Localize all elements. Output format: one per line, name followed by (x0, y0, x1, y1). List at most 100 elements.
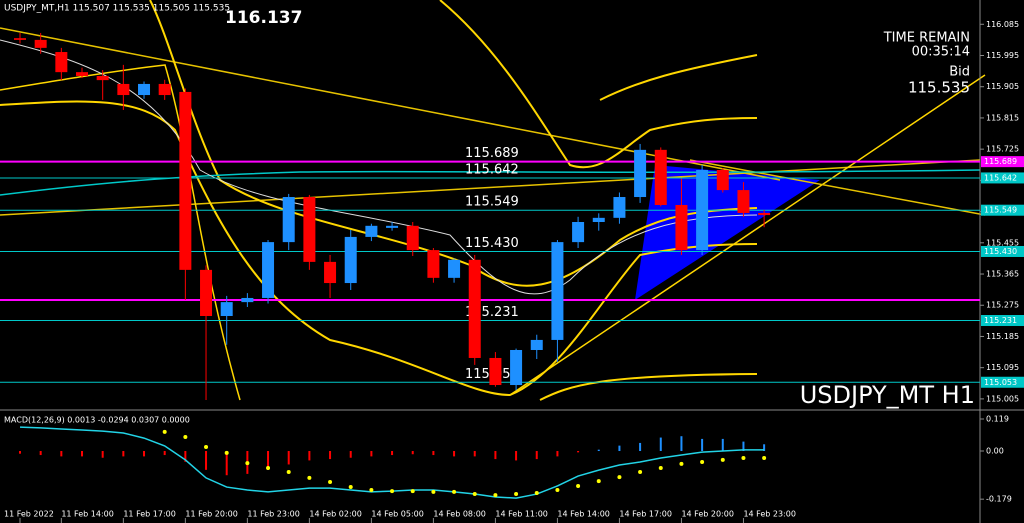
macd-bar (639, 442, 642, 452)
macd-bar (329, 451, 332, 460)
candle-body (179, 91, 192, 270)
candle-body (427, 250, 440, 278)
y-tick-label: 115.905 (986, 82, 1019, 91)
macd-tick-label: 0.00 (986, 447, 1004, 456)
candle-body (613, 197, 626, 218)
candle-body (510, 349, 523, 386)
x-tick-label: 14 Feb 23:00 (743, 510, 795, 519)
signal-dot (679, 461, 684, 466)
signal-dot (369, 488, 374, 493)
level-box (981, 156, 1024, 168)
macd-bar (225, 451, 228, 476)
candle-body (654, 149, 667, 205)
x-tick-label: 14 Feb 08:00 (433, 510, 485, 519)
macd-tick-label: 0.119 (986, 414, 1009, 423)
candle-body (551, 242, 564, 340)
candle-body (138, 83, 151, 96)
candle-body (592, 217, 605, 222)
candle-body (158, 83, 171, 96)
candle-body (303, 197, 316, 262)
y-tick-label: 115.005 (986, 394, 1019, 403)
band-line (439, 0, 758, 169)
band-line (0, 64, 241, 401)
candle-body (572, 221, 585, 243)
macd-bar (163, 451, 166, 456)
signal-dot (638, 469, 643, 474)
signal-dot (307, 475, 312, 480)
candle-body (96, 75, 109, 81)
macd-bar (370, 451, 373, 457)
signal-dot (576, 483, 581, 488)
level-box (981, 315, 1024, 327)
macd-bar (391, 451, 394, 456)
macd-bar (597, 449, 600, 452)
time-remain-label: TIME REMAIN (883, 31, 970, 46)
level-box (981, 245, 1024, 257)
macd-bar (701, 438, 704, 452)
candle-body (76, 72, 89, 76)
candle-body (324, 261, 337, 284)
y-tick-label: 115.275 (986, 301, 1019, 310)
signal-dot (555, 488, 560, 493)
signal-dot (493, 493, 498, 498)
macd-bar (205, 451, 208, 470)
x-tick-label: 11 Feb 20:00 (185, 510, 237, 519)
x-tick-label: 11 Feb 2022 (4, 510, 54, 519)
macd-bar (494, 451, 497, 460)
macd-bar (143, 451, 146, 457)
macd-bar (39, 451, 42, 456)
candle-body (675, 205, 688, 251)
band-line (599, 54, 758, 101)
candle-body (468, 259, 481, 358)
macd-bar (742, 441, 745, 452)
macd-bar (453, 451, 456, 457)
macd-bar (535, 451, 538, 460)
y-tick-label: 115.455 (986, 238, 1019, 247)
candle-body (386, 225, 399, 228)
y-tick-label: 115.815 (986, 113, 1019, 122)
level-box-label: 115.689 (984, 157, 1017, 166)
level-label: 115.642 (465, 162, 519, 177)
candle-body (406, 225, 419, 251)
trend-line (0, 27, 781, 181)
y-tick-label: 115.725 (986, 145, 1019, 154)
level-box (981, 204, 1024, 216)
bid: 115.535 (908, 79, 970, 97)
signal-dot (410, 489, 415, 494)
level-label: 115.430 (465, 236, 519, 251)
level-box-label: 115.231 (984, 316, 1017, 325)
chart-title: USDJPY_MT,H1 115.507 115.535 115.505 115… (4, 4, 230, 14)
x-tick-label: 14 Feb 17:00 (619, 510, 671, 519)
x-tick-label: 14 Feb 14:00 (557, 510, 609, 519)
candle-body (716, 169, 729, 191)
macd-bar (556, 451, 559, 457)
level-box-label: 115.642 (984, 173, 1017, 182)
candle-body (737, 190, 750, 213)
x-tick-label: 14 Feb 05:00 (371, 510, 423, 519)
signal-dot (472, 492, 477, 497)
macd-bar (411, 451, 414, 455)
candle-body (14, 38, 26, 40)
candle-body (489, 357, 502, 386)
macd-bar (19, 451, 21, 454)
macd-label: MACD(12,26,9) 0.0013 -0.0294 0.0307 0.00… (4, 416, 190, 425)
level-box-label: 115.053 (984, 378, 1017, 387)
bid-label: Bid (949, 65, 970, 80)
signal-dot (596, 479, 601, 484)
candle-body (696, 169, 709, 251)
signal-dot (245, 461, 250, 466)
signal-dot (266, 465, 271, 470)
signal-dot (514, 492, 519, 497)
signal-dot (658, 465, 663, 470)
macd-bar (515, 451, 518, 461)
signal-dot (534, 490, 539, 495)
y-tick-label: 116.085 (986, 20, 1019, 29)
candle-body (241, 297, 254, 303)
signal-dot (741, 456, 746, 461)
signal-dot (348, 485, 353, 490)
overlays (0, 0, 986, 401)
level-label: 115.689 (465, 146, 519, 161)
candle-body (344, 236, 357, 284)
macd-tick-label: -0.179 (986, 495, 1012, 504)
